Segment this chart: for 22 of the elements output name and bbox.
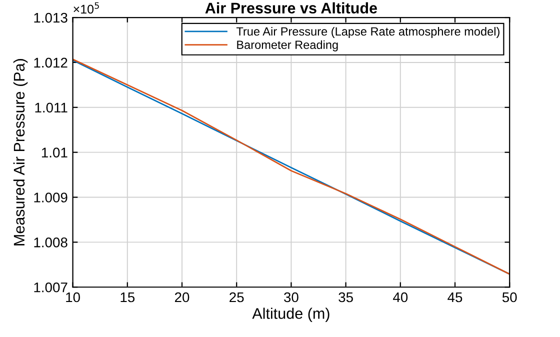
x-tick-label: 30 bbox=[284, 292, 298, 302]
x-tick-label: 20 bbox=[174, 292, 190, 302]
legend-label: True Air Pressure (Lapse Rate atmosphere model) bbox=[236, 26, 500, 38]
legend-label: Barometer Reading bbox=[237, 40, 338, 52]
x-tick-label: 45 bbox=[448, 292, 462, 302]
y-tick-label: 1.011 bbox=[35, 102, 68, 113]
x-tick-label: 15 bbox=[120, 292, 135, 302]
y-tick-label: 1.01 bbox=[42, 148, 68, 158]
y-tick-label: 1.007 bbox=[34, 282, 68, 292]
x-tick-label: 40 bbox=[392, 292, 408, 302]
y-tick-label: 1.009 bbox=[34, 192, 68, 202]
x-tick-label: 35 bbox=[338, 292, 353, 302]
y-tick-label: 1.008 bbox=[34, 238, 68, 248]
x-tick-label: 50 bbox=[502, 292, 517, 302]
chart-title: Air Pressure vs Altitude bbox=[205, 2, 377, 14]
x-tick-label: 10 bbox=[66, 292, 80, 302]
y-axis-title: Measured Air Pressure (Pa) bbox=[13, 59, 28, 246]
x-tick-label: 25 bbox=[230, 292, 244, 302]
x-axis-title: Altitude (m) bbox=[252, 308, 330, 322]
y-tick-label: 1.012 bbox=[34, 58, 68, 68]
y-tick-label: 1.013 bbox=[34, 12, 68, 23]
text: ×10$^{5}$ bbox=[74, 2, 99, 14]
